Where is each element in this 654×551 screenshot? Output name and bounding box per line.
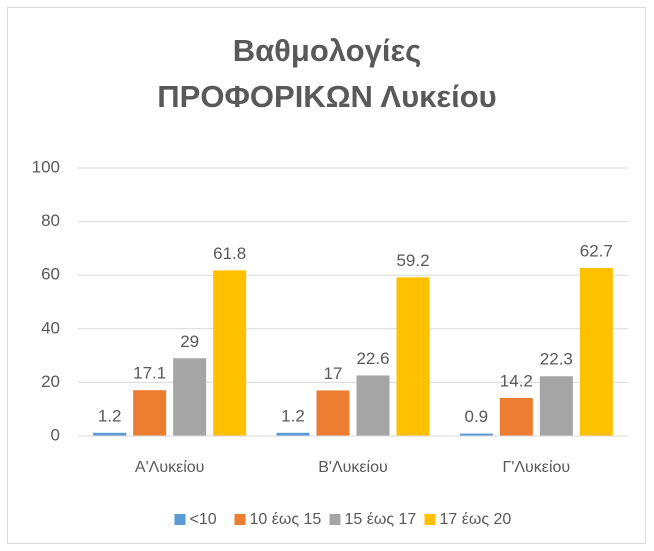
- bar: [213, 270, 247, 436]
- legend-swatch: [329, 514, 341, 525]
- data-label: 29: [180, 332, 199, 351]
- legend-swatch: [234, 514, 246, 525]
- bar: [93, 432, 127, 436]
- bar: [316, 390, 350, 436]
- data-label: 0.9: [465, 407, 489, 426]
- x-tick-label: Γ'Λυκείου: [503, 459, 571, 476]
- y-tick-label: 0: [51, 425, 60, 444]
- y-tick-label: 80: [41, 211, 60, 230]
- x-tick-label: Α'Λυκείου: [135, 459, 205, 476]
- y-tick-label: 20: [41, 372, 60, 391]
- data-label: 1.2: [281, 406, 305, 425]
- bar: [499, 397, 533, 436]
- bar: [539, 376, 573, 436]
- chart-title: Βαθμολογίες ΠΡΟΦΟΡΙΚΩΝ Λυκείου: [157, 33, 497, 114]
- data-label: 17.1: [133, 364, 166, 383]
- bar: [579, 267, 613, 436]
- legend-label: 17 έως 20: [440, 511, 512, 528]
- bar: [173, 358, 207, 436]
- y-tick-label: 60: [41, 265, 60, 284]
- legend-label: 15 έως 17: [345, 511, 417, 528]
- bar: [396, 277, 430, 436]
- bar: [276, 432, 310, 436]
- data-label: 1.2: [98, 406, 122, 425]
- bar: [133, 390, 167, 436]
- bar: [459, 433, 493, 436]
- data-label: 62.7: [580, 241, 613, 260]
- x-tick-label: Β'Λυκείου: [318, 459, 388, 476]
- data-label: 59.2: [396, 251, 429, 270]
- data-label: 22.3: [540, 350, 573, 369]
- legend-label: <10: [190, 511, 217, 528]
- legend-swatch: [424, 514, 436, 525]
- y-tick-label: 100: [32, 157, 60, 176]
- bar: [356, 375, 390, 436]
- data-label: 61.8: [213, 244, 246, 263]
- legend-swatch: [174, 514, 186, 525]
- title-box: Βαθμολογίες ΠΡΟΦΟΡΙΚΩΝ Λυκείου: [0, 28, 654, 120]
- data-label: 14.2: [500, 371, 533, 390]
- y-tick-label: 40: [41, 318, 60, 337]
- data-label: 22.6: [356, 349, 389, 368]
- legend-label: 10 έως 15: [250, 511, 322, 528]
- data-label: 17: [324, 364, 343, 383]
